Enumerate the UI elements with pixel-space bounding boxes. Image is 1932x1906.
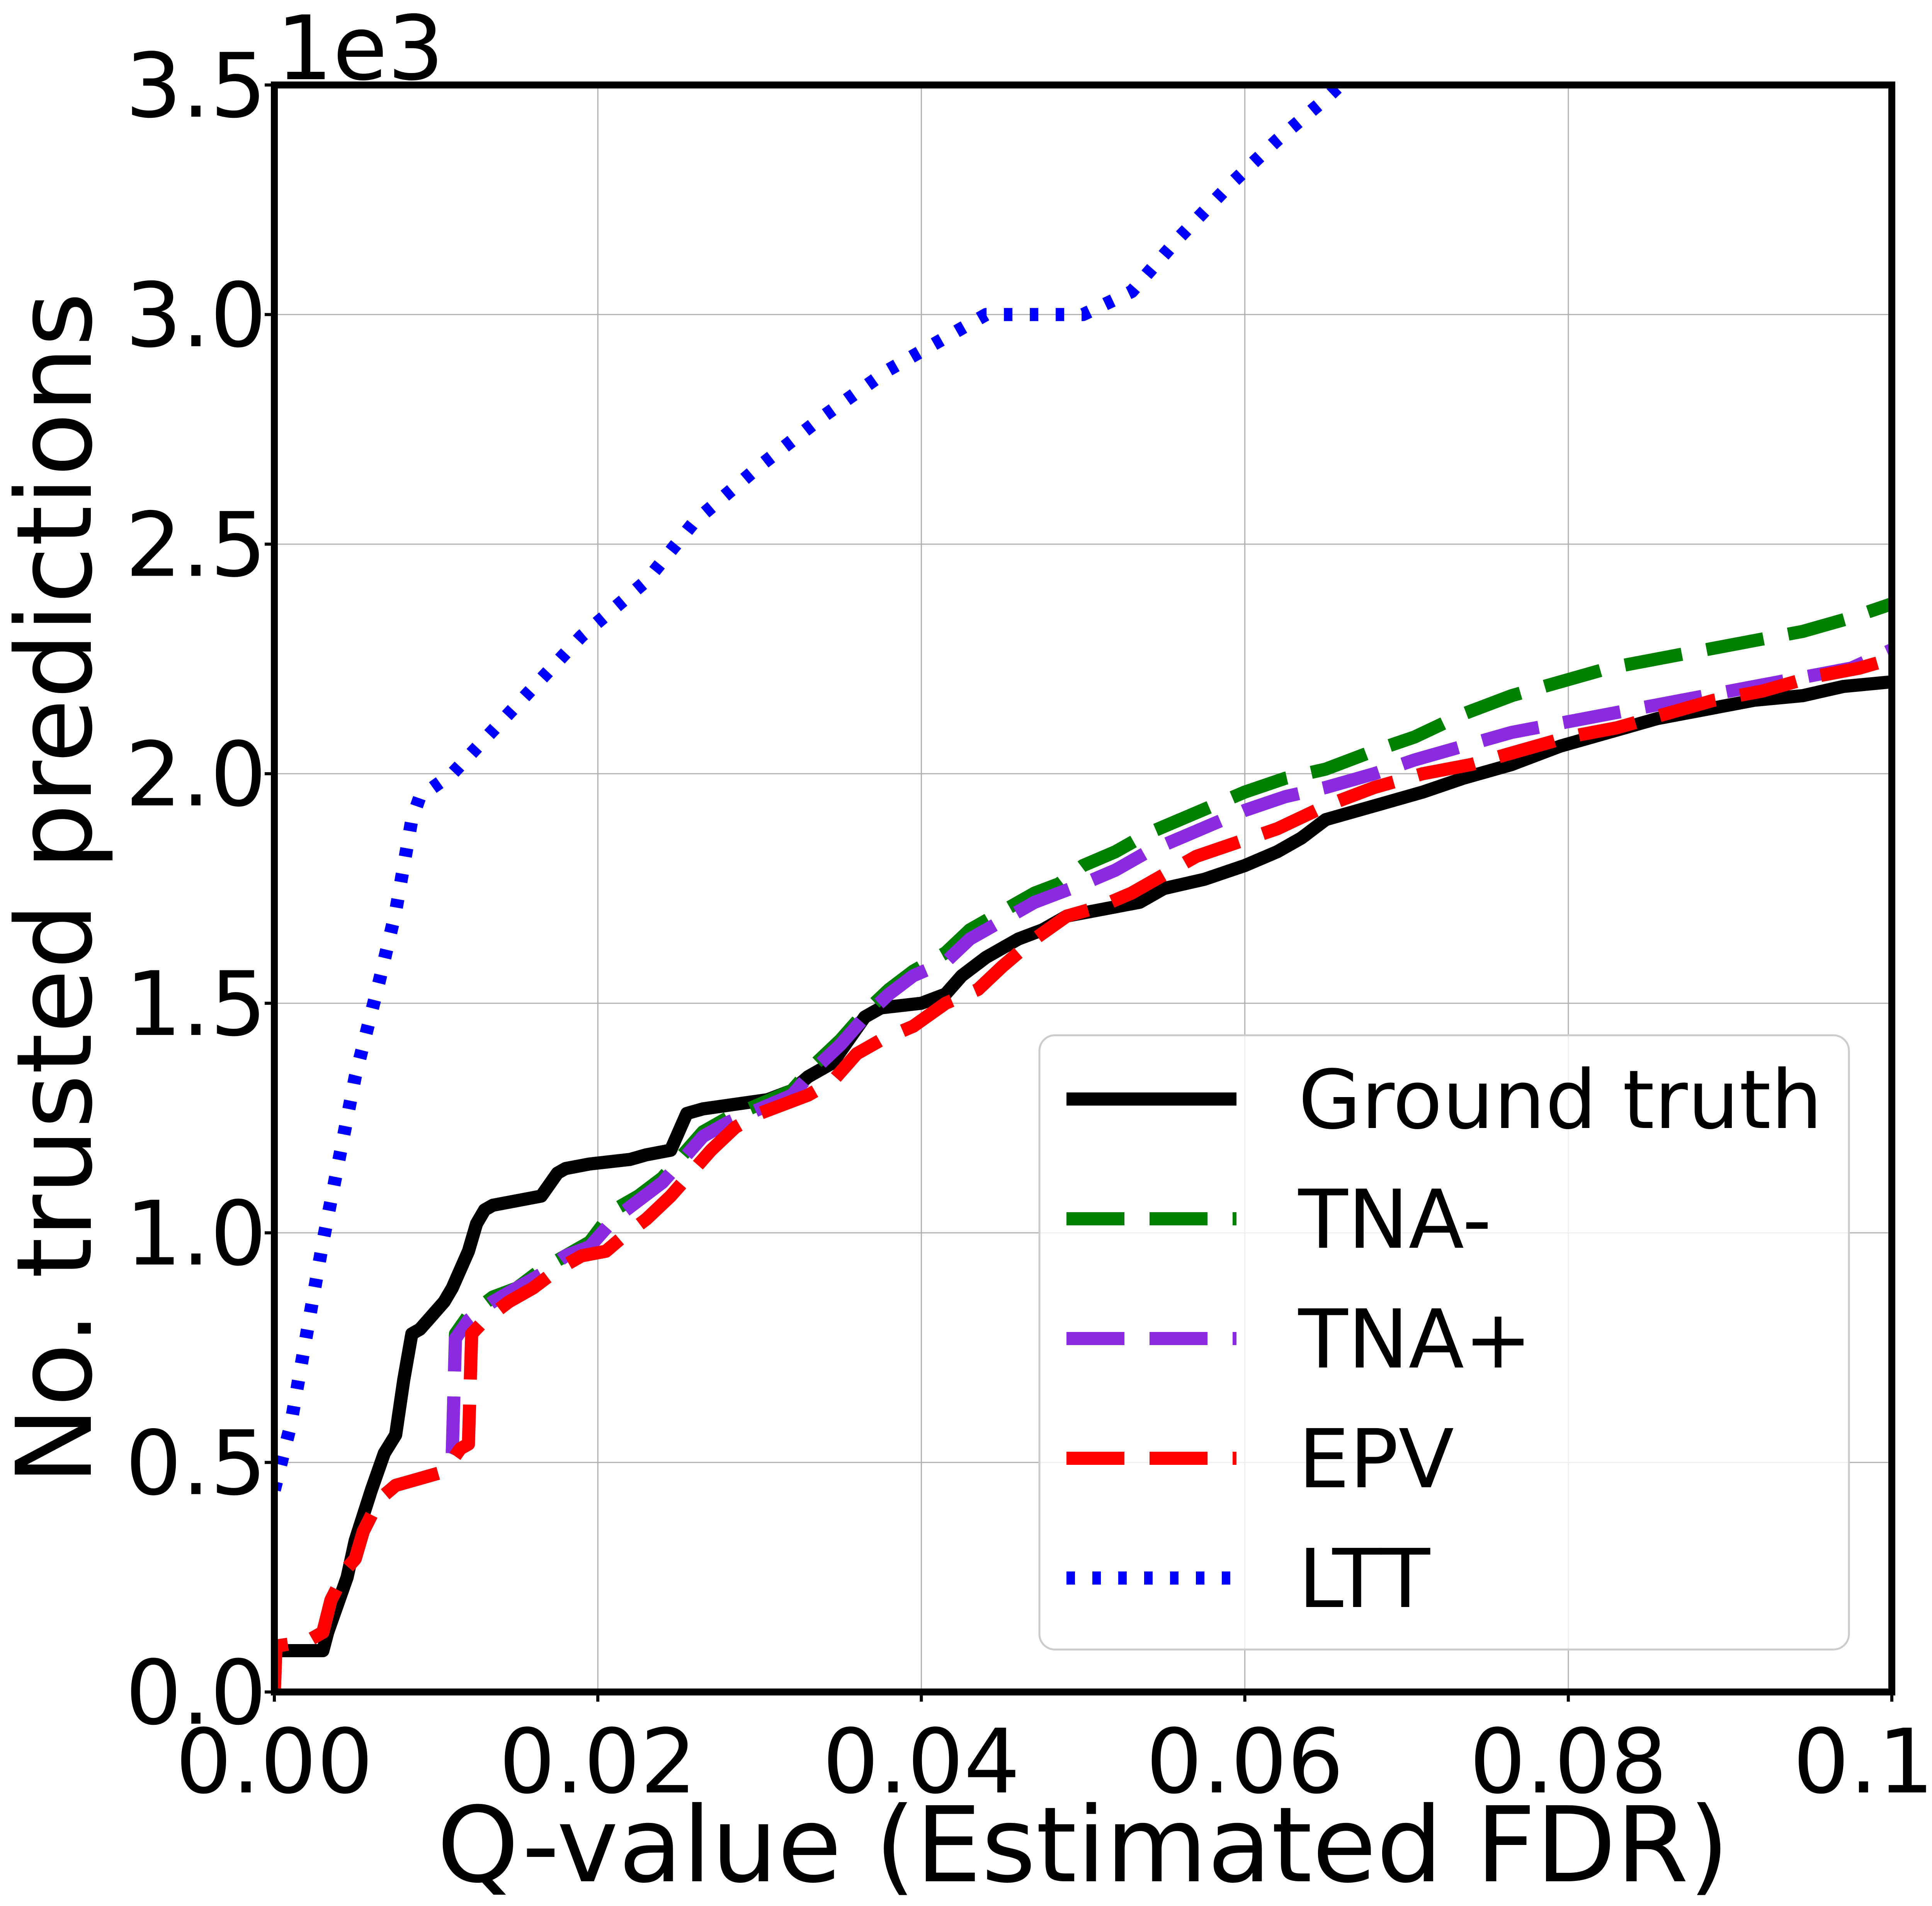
legend-label: Ground truth: [1298, 1053, 1822, 1147]
legend-label: TNA-: [1298, 1172, 1492, 1267]
x-axis-label: Q-value (Estimated FDR): [437, 1784, 1730, 1906]
y-axis-ticks: 0.0 0.5 1.0 1.5 2.0 2.5 3.0 3.5: [125, 35, 274, 1745]
x-tick-label: 0.08: [1469, 1711, 1667, 1814]
y-tick-label: 3.5: [125, 35, 267, 138]
series-layer: [274, 85, 1892, 1692]
y-tick-label: 3.0: [125, 264, 267, 367]
legend-label: EPV: [1298, 1412, 1454, 1507]
y-tick-label: 0.0: [125, 1642, 267, 1745]
legend: Ground truth TNA- TNA+ EPV LTT: [1038, 1034, 1850, 1651]
x-tick-label: 0.04: [822, 1711, 1020, 1814]
legend-label: TNA+: [1298, 1292, 1532, 1387]
x-tick-label: 0.10: [1793, 1711, 1932, 1814]
x-tick-label: 0.06: [1146, 1711, 1344, 1814]
y-offset-text: 1e3: [276, 0, 444, 100]
series-line-epv: [274, 652, 1892, 1692]
y-tick-label: 2.0: [125, 724, 267, 827]
y-axis-label: No. trusted predictions: [0, 292, 116, 1485]
y-tick-label: 0.5: [125, 1412, 267, 1515]
x-tick-label: 0.02: [499, 1711, 697, 1814]
legend-box: [1038, 1034, 1850, 1651]
series-line-ltt: [274, 85, 1350, 1492]
x-tick-label: 0.00: [175, 1711, 373, 1814]
y-tick-label: 2.5: [125, 494, 267, 597]
y-tick-label: 1.5: [125, 953, 267, 1056]
legend-label: LTT: [1298, 1532, 1430, 1626]
plot-frame: [271, 82, 1895, 1695]
y-tick-label: 1.0: [125, 1182, 267, 1286]
x-axis-ticks: 0.00 0.02 0.04 0.06 0.08 0.10: [175, 1692, 1932, 1814]
